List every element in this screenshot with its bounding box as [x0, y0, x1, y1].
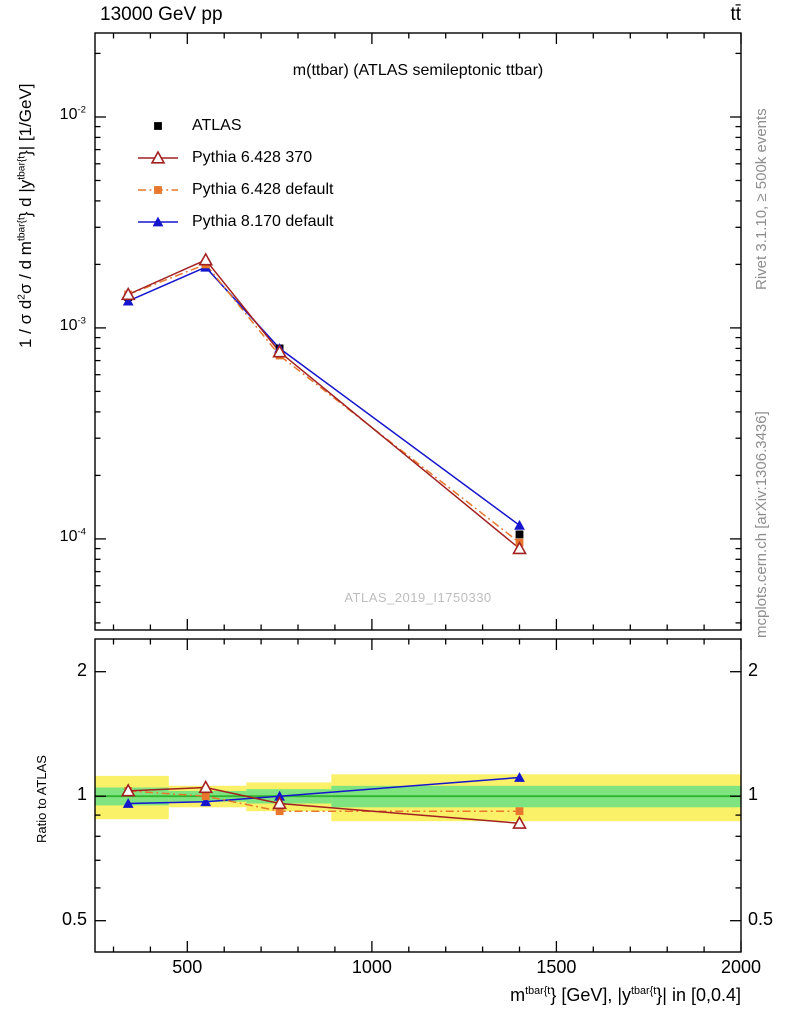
legend-label: ATLAS [192, 117, 242, 134]
ratio-tick-label-right: 2 [748, 659, 759, 680]
legend-item-pythia8-default: Pythia 8.170 default [136, 206, 333, 238]
ratio-tick-label-left: 0.5 [61, 908, 87, 929]
legend-item-pythia6-default: Pythia 6.428 default [136, 174, 333, 206]
legend-label: Pythia 6.428 370 [192, 149, 313, 166]
x-axis-label: mtbar{t} [GeV], |ytbar{t}| in [0,0.4] [510, 985, 741, 1005]
legend-marker-pythia6-default [138, 186, 178, 194]
ratio-tick-label-left: 1 [76, 784, 87, 805]
y-tick-label: 10-4 [59, 526, 86, 545]
y-tick-label: 10-2 [59, 104, 86, 123]
x-tick-label: 500 [172, 957, 203, 977]
x-tick-label: 1500 [536, 957, 577, 977]
x-tick-label: 2000 [720, 957, 762, 977]
ratio-tick-label-right: 0.5 [748, 908, 774, 929]
legend: ATLAS Pythia 6.428 370 Pythia 6.428 defa… [136, 110, 333, 238]
legend-marker-atlas [154, 122, 162, 130]
legend-marker-pythia6-370 [138, 150, 178, 164]
process-label: tt̄ [730, 4, 741, 25]
legend-item-atlas: ATLAS [136, 110, 333, 142]
beam-energy-label: 13000 GeV pp [100, 4, 223, 25]
analysis-watermark: ATLAS_2019_I1750330 [344, 590, 492, 605]
plot-title: m(ttbar) (ATLAS semileptonic ttbar) [292, 62, 544, 79]
rivet-version-label: Rivet 3.1.10, ≥ 500k events [753, 108, 770, 290]
x-tick-label: 1000 [351, 957, 392, 977]
y-tick-label: 10-3 [59, 315, 86, 334]
mcplots-credit-label: mcplots.cern.ch [arXiv:1306.3436] [753, 411, 770, 638]
legend-label: Pythia 8.170 default [192, 213, 334, 230]
legend-label: Pythia 6.428 default [192, 181, 334, 198]
ratio-tick-label-right: 1 [748, 784, 759, 805]
ratio-tick-label-left: 2 [76, 659, 87, 680]
legend-item-pythia6-370: Pythia 6.428 370 [136, 142, 333, 174]
legend-marker-pythia8-default [138, 216, 178, 227]
